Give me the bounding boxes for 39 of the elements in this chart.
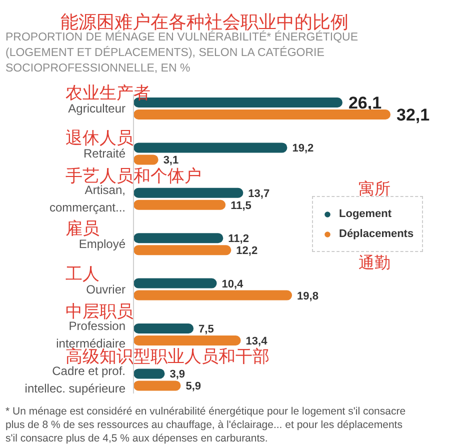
data-label: 10,4: [222, 278, 244, 290]
data-label: 7,5: [198, 324, 214, 336]
data-label: 13,7: [248, 188, 270, 200]
data-label: 19,2: [292, 142, 314, 155]
bar: [134, 188, 244, 198]
data-label: 26,1: [348, 94, 382, 112]
bar: [134, 200, 226, 210]
bar: [134, 142, 288, 153]
bar: [134, 245, 232, 256]
data-label: 12,2: [236, 245, 258, 258]
bar: [134, 278, 217, 288]
text: 工人: [66, 264, 100, 284]
data-label: 11,2: [228, 233, 249, 246]
annotation: 寓所: [358, 179, 390, 198]
y-tick-label: Agriculteur: [68, 102, 126, 116]
bar: [134, 380, 181, 391]
annotation: 退休人员: [66, 128, 134, 149]
bar: [134, 110, 390, 120]
data-label: 19,8: [297, 290, 318, 302]
legend-label: Logement: [339, 207, 392, 222]
bar: [134, 233, 224, 244]
bar: [134, 290, 292, 300]
data-label: 3,9: [170, 368, 186, 381]
data-label: 3,1: [163, 154, 179, 167]
chart-subtitle: PROPORTION DE MÉNAGE EN VULNÉRABILITÉ* ÉNERGÉTIQUE (LOGEMENT ET DÉPLACEMENTS), SELON LA CATÉGORIE SOCIOPROFESSIONNELLE, EN %: [6, 30, 358, 75]
y-tick-label: Ouvrier: [86, 282, 126, 296]
data-label: 32,1: [396, 106, 430, 124]
data-label: 13,4: [246, 336, 268, 348]
legend-label: Déplacements: [339, 227, 414, 242]
data-label: 5,9: [186, 380, 202, 393]
text: 雇员: [66, 219, 100, 240]
data-label: 11,5: [230, 200, 252, 212]
bar: [134, 336, 241, 346]
bar: [134, 324, 194, 334]
text: * Un ménage est considéré en vulnérabilité énergétique pour le logement s'il consacre plus de 8 % de ses ressources au chauffage, à l'éclairage... et pour les déplacements s'il consacre plus de 4,5 % aux dépenses en carburants.: [6, 406, 406, 444]
annotation: 中层职员: [66, 302, 134, 322]
y-tick-label: Employé: [78, 237, 126, 252]
y-tick-label: Retraité: [83, 146, 126, 161]
annotation: 通勤: [358, 253, 390, 272]
